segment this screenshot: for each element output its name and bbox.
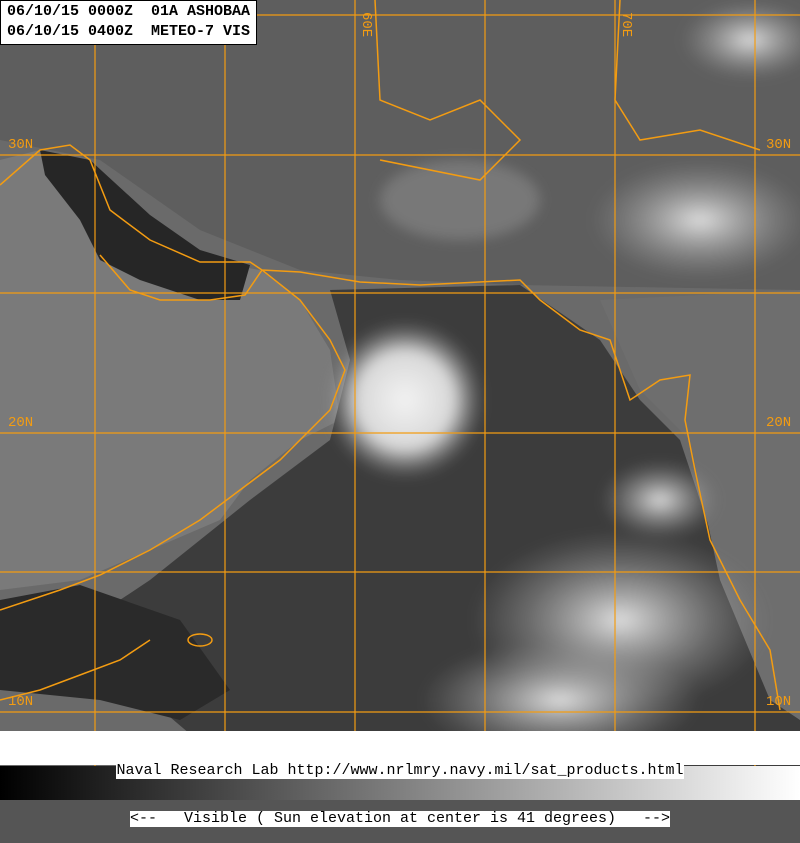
graticule xyxy=(0,0,800,768)
lon-label-70e: 70E xyxy=(618,12,634,38)
footer-credit: Naval Research Lab http://www.nrlmry.nav… xyxy=(116,762,684,779)
gulf-of-aden xyxy=(0,585,230,720)
lon-label-60e: 60E xyxy=(358,12,374,38)
persian-gulf xyxy=(40,150,250,300)
lat-label-30n-right: 30N xyxy=(766,137,792,153)
coastlines xyxy=(0,0,781,711)
lat-label-10n-right: 10N xyxy=(766,694,792,710)
cyclone-ashobaa xyxy=(325,320,485,480)
footer-description: <-- Visible ( Sun elevation at center is… xyxy=(129,810,671,827)
lat-label-20n-right: 20N xyxy=(766,415,792,431)
land-arabia xyxy=(0,150,340,590)
image-header: 06/10/15 0000Z 01A ASHOBAA 06/10/15 0400Z… xyxy=(0,0,258,45)
image-footer: Naval Research Lab http://www.nrlmry.nav… xyxy=(0,731,800,827)
header-line-2: 06/10/15 0400Z METEO-7 VIS xyxy=(7,23,251,40)
lat-label-30n-left: 30N xyxy=(8,137,34,153)
lat-label-20n-left: 20N xyxy=(8,415,34,431)
lat-label-10n-left: 10N xyxy=(8,694,34,710)
satellite-image xyxy=(0,0,800,768)
header-line-1: 06/10/15 0000Z 01A ASHOBAA xyxy=(7,3,251,20)
